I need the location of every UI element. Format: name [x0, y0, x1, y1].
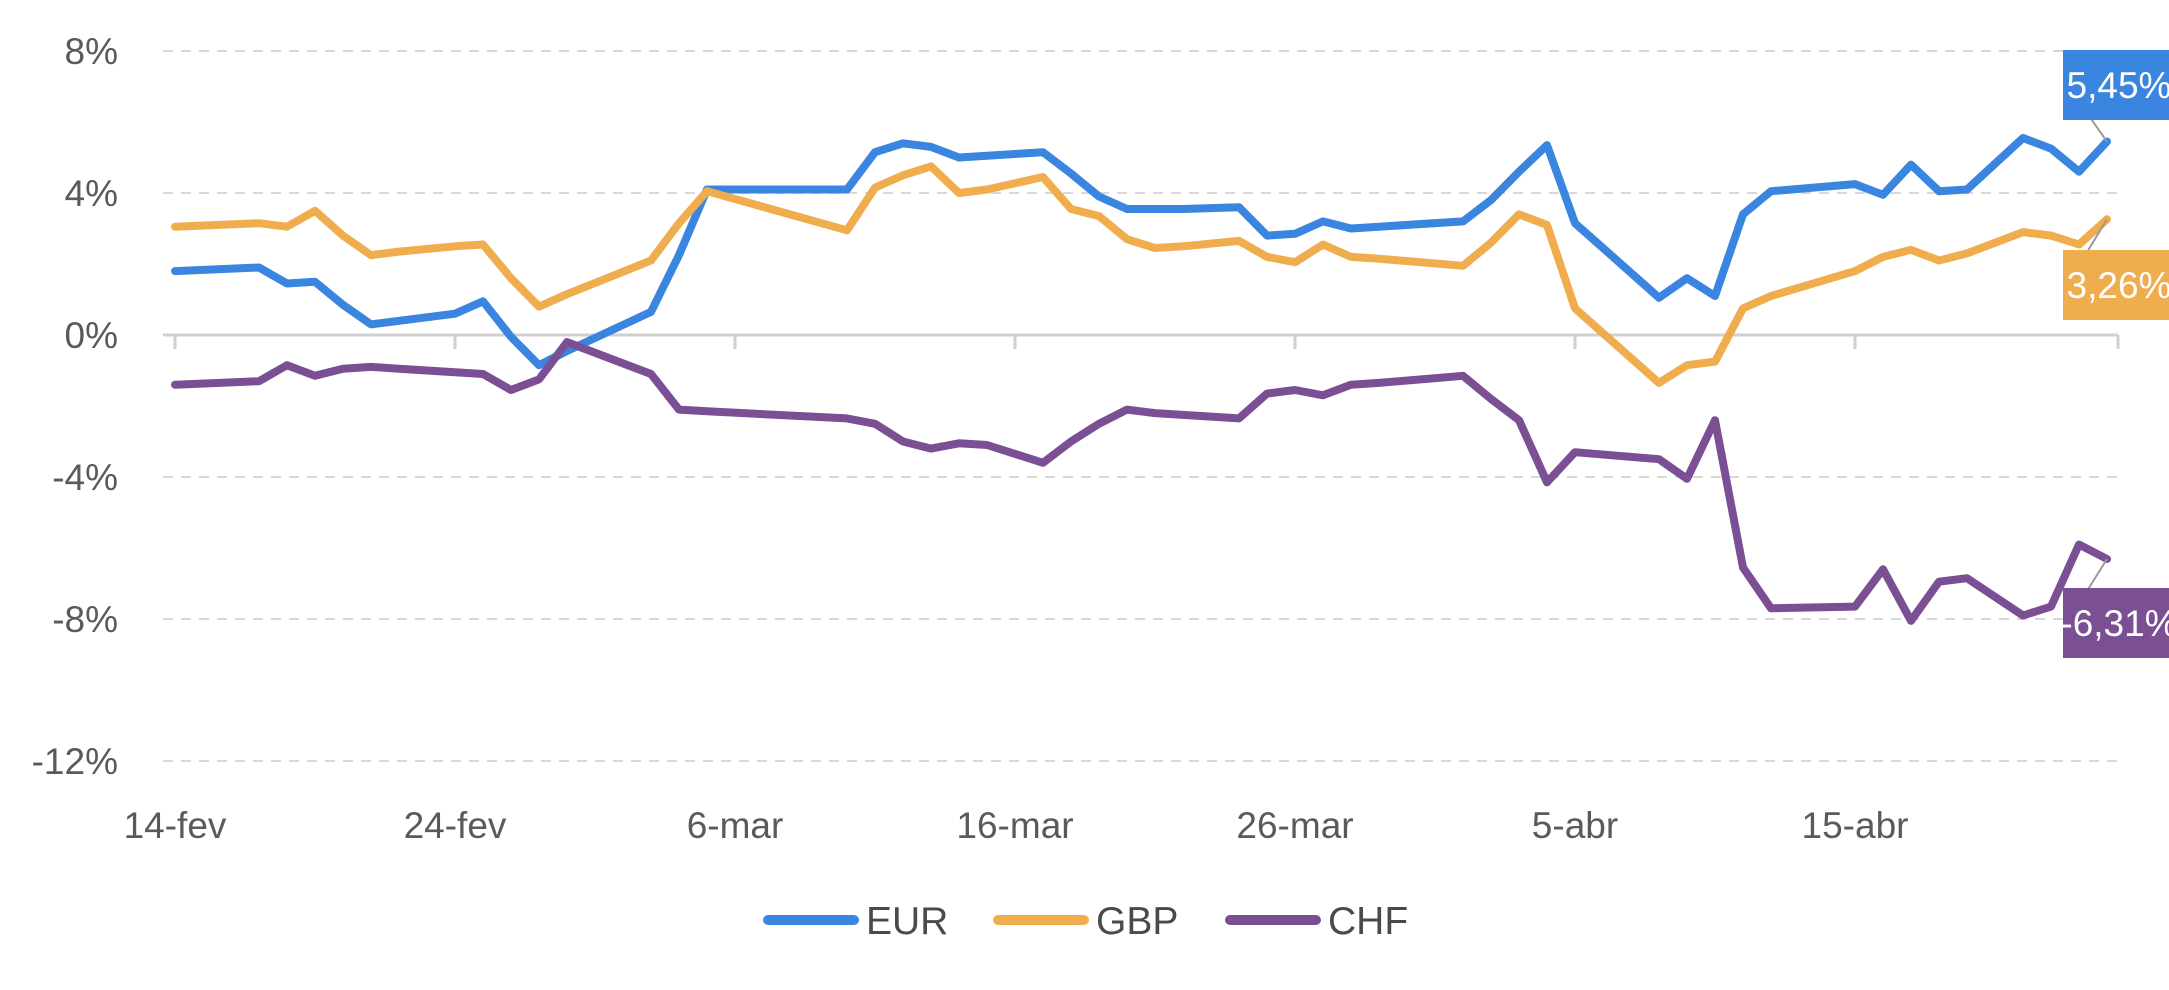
- x-tick-label: 15-abr: [1802, 805, 1909, 846]
- x-tick-label: 26-mar: [1236, 805, 1353, 846]
- end-label-box-chf: [2063, 588, 2169, 658]
- y-tick-label: -4%: [52, 457, 118, 498]
- x-tick-label: 24-fev: [404, 805, 507, 846]
- x-tick-label: 16-mar: [956, 805, 1073, 846]
- y-tick-label: -8%: [52, 599, 118, 640]
- end-label-box-eur: [2063, 50, 2169, 120]
- end-label-gbp: 3,26%: [2067, 265, 2169, 306]
- y-tick-label: 4%: [65, 173, 118, 214]
- legend-label-chf: CHF: [1328, 900, 1408, 943]
- end-label-eur: 5,45%: [2067, 65, 2169, 106]
- series-line-eur: [171, 134, 2111, 370]
- x-tick-label: 14-fev: [124, 805, 227, 846]
- end-label-chf: -6,31%: [2060, 603, 2169, 644]
- legend-label-eur: EUR: [866, 900, 948, 943]
- x-tick-label: 5-abr: [1532, 805, 1618, 846]
- x-tick-label: 6-mar: [687, 805, 784, 846]
- y-tick-label: -12%: [32, 741, 118, 782]
- end-label-box-gbp: [2063, 250, 2169, 320]
- series-line-gbp: [171, 162, 2111, 387]
- legend-label-gbp: GBP: [1096, 900, 1178, 943]
- y-tick-label: 0%: [65, 315, 118, 356]
- series-line-chf: [171, 338, 2111, 625]
- y-tick-label: 8%: [65, 31, 118, 72]
